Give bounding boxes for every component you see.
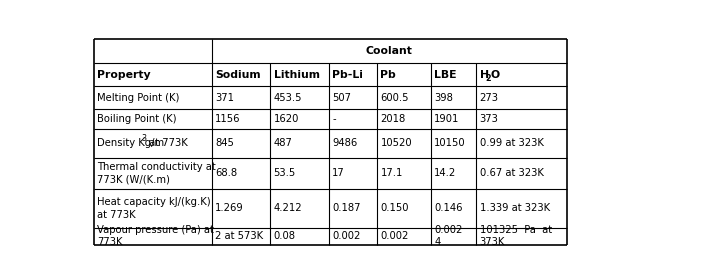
Text: 600.5: 600.5 (380, 93, 409, 103)
Text: 0.002: 0.002 (380, 231, 409, 241)
Text: 10520: 10520 (380, 138, 412, 148)
Text: 0.146: 0.146 (434, 204, 462, 213)
Text: 9486: 9486 (332, 138, 358, 148)
Text: 101325  Pa  at
373K: 101325 Pa at 373K (479, 225, 551, 248)
Text: Heat capacity kJ/(kg.K)
at 773K: Heat capacity kJ/(kg.K) at 773K (97, 197, 211, 220)
Text: 3: 3 (141, 134, 146, 143)
Text: 507: 507 (332, 93, 351, 103)
Text: Boiling Point (K): Boiling Point (K) (97, 114, 177, 124)
Text: 1901: 1901 (434, 114, 460, 124)
Text: 2018: 2018 (380, 114, 406, 124)
Text: 371: 371 (215, 93, 234, 103)
Text: 845: 845 (215, 138, 234, 148)
Text: 0.67 at 323K: 0.67 at 323K (479, 168, 544, 178)
Text: Pb-Li: Pb-Li (332, 69, 363, 80)
Text: 0.08: 0.08 (274, 231, 296, 241)
Text: 1.339 at 323K: 1.339 at 323K (479, 204, 550, 213)
Text: 0.002: 0.002 (332, 231, 361, 241)
Text: 0.150: 0.150 (380, 204, 409, 213)
Text: Vapour pressure (Pa) at
773K: Vapour pressure (Pa) at 773K (97, 225, 214, 248)
Text: 1620: 1620 (274, 114, 299, 124)
Text: 17: 17 (332, 168, 345, 178)
Text: Melting Point (K): Melting Point (K) (97, 93, 180, 103)
Text: 453.5: 453.5 (274, 93, 302, 103)
Text: 17.1: 17.1 (380, 168, 403, 178)
Text: Property: Property (97, 69, 151, 80)
Text: 0.187: 0.187 (332, 204, 361, 213)
Text: Sodium: Sodium (215, 69, 261, 80)
Text: Pb: Pb (380, 69, 396, 80)
Text: 398: 398 (434, 93, 453, 103)
Text: 0.002
4: 0.002 4 (434, 225, 462, 248)
Text: 373: 373 (479, 114, 498, 124)
Text: 4.212: 4.212 (274, 204, 302, 213)
Text: Density Kg/m: Density Kg/m (97, 138, 164, 148)
Text: 14.2: 14.2 (434, 168, 456, 178)
Text: 273: 273 (479, 93, 498, 103)
Text: H: H (479, 69, 489, 80)
Text: 1.269: 1.269 (215, 204, 244, 213)
Text: Coolant: Coolant (366, 46, 413, 56)
Text: 487: 487 (274, 138, 293, 148)
Text: 2: 2 (486, 74, 491, 83)
Text: 53.5: 53.5 (274, 168, 296, 178)
Text: 2 at 573K: 2 at 573K (215, 231, 263, 241)
Text: Thermal conductivity at
773K (W/(K.m): Thermal conductivity at 773K (W/(K.m) (97, 162, 216, 185)
Text: Lithium: Lithium (274, 69, 320, 80)
Text: 10150: 10150 (434, 138, 466, 148)
Text: 1156: 1156 (215, 114, 240, 124)
Text: 0.99 at 323K: 0.99 at 323K (479, 138, 544, 148)
Text: at 773K: at 773K (146, 138, 187, 148)
Text: -: - (332, 114, 336, 124)
Text: O: O (490, 69, 499, 80)
Text: 68.8: 68.8 (215, 168, 237, 178)
Text: LBE: LBE (434, 69, 457, 80)
